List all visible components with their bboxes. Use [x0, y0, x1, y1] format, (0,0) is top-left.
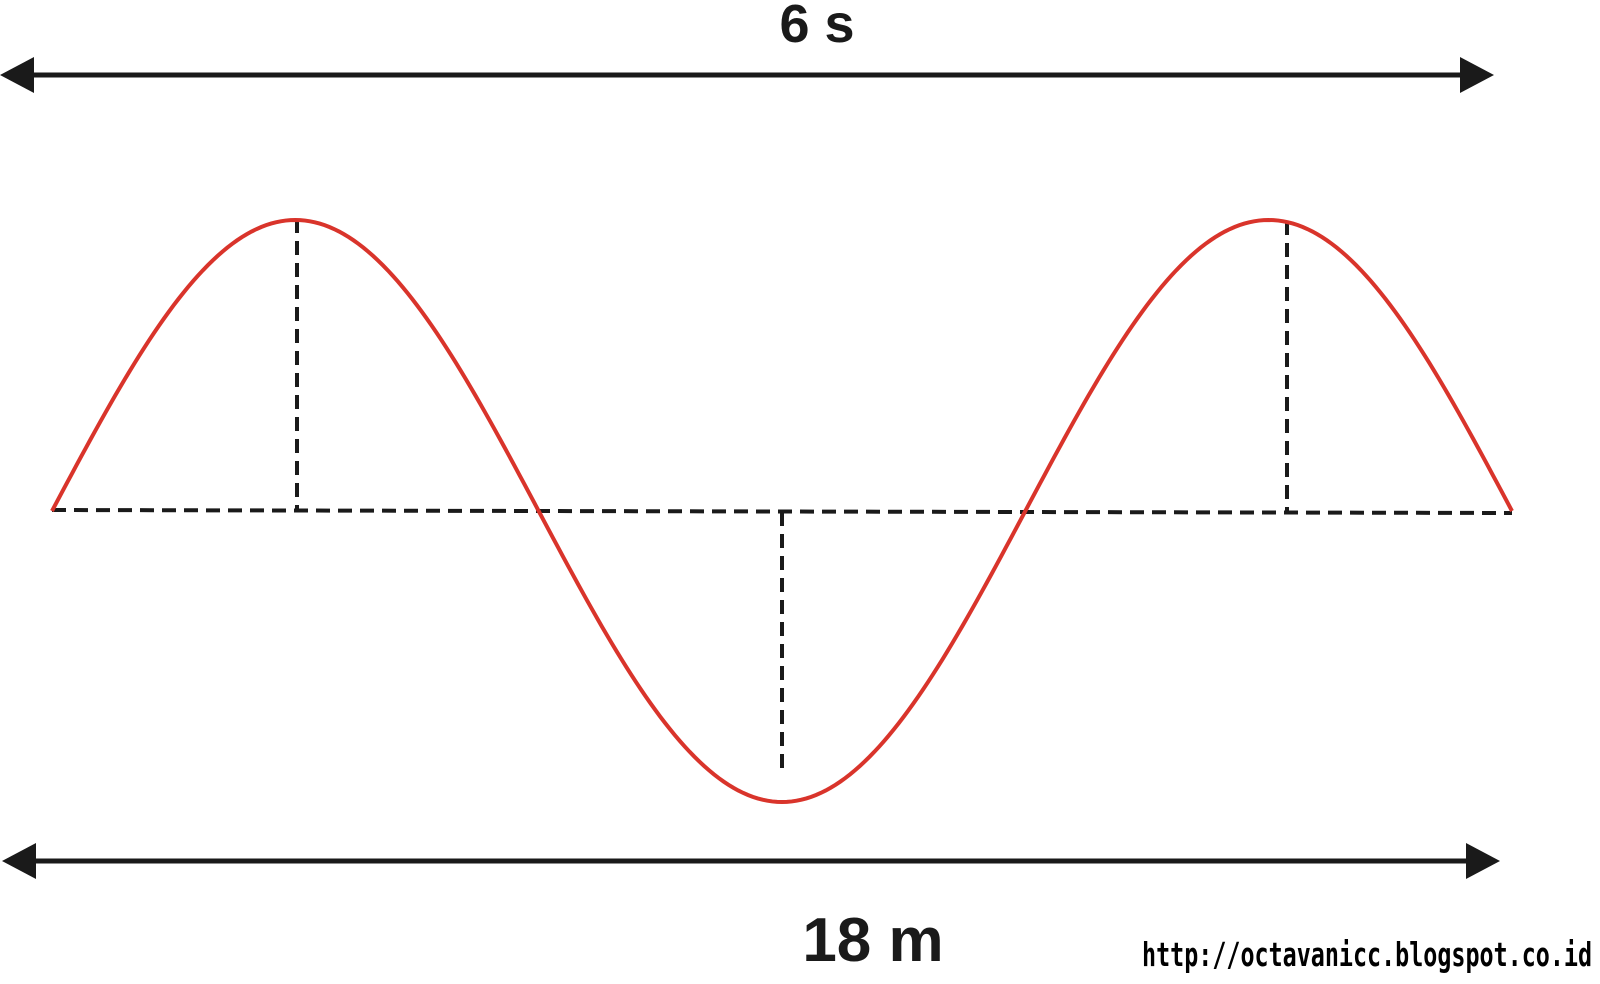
- time-arrow-right-head: [1460, 57, 1494, 93]
- watermark-text: http://octavanicc.blogspot.co.id: [1142, 935, 1592, 974]
- sine-wave: [50, 217, 1514, 805]
- time-arrow: [0, 57, 1494, 93]
- distance-arrow: [2, 843, 1500, 879]
- distance-label: 18 m: [802, 906, 943, 975]
- distance-arrow-right-head: [1466, 843, 1500, 879]
- time-arrow-left-head: [0, 57, 34, 93]
- distance-arrow-left-head: [2, 843, 36, 879]
- equilibrium-line: [51, 508, 1513, 515]
- time-label: 6 s: [779, 0, 854, 54]
